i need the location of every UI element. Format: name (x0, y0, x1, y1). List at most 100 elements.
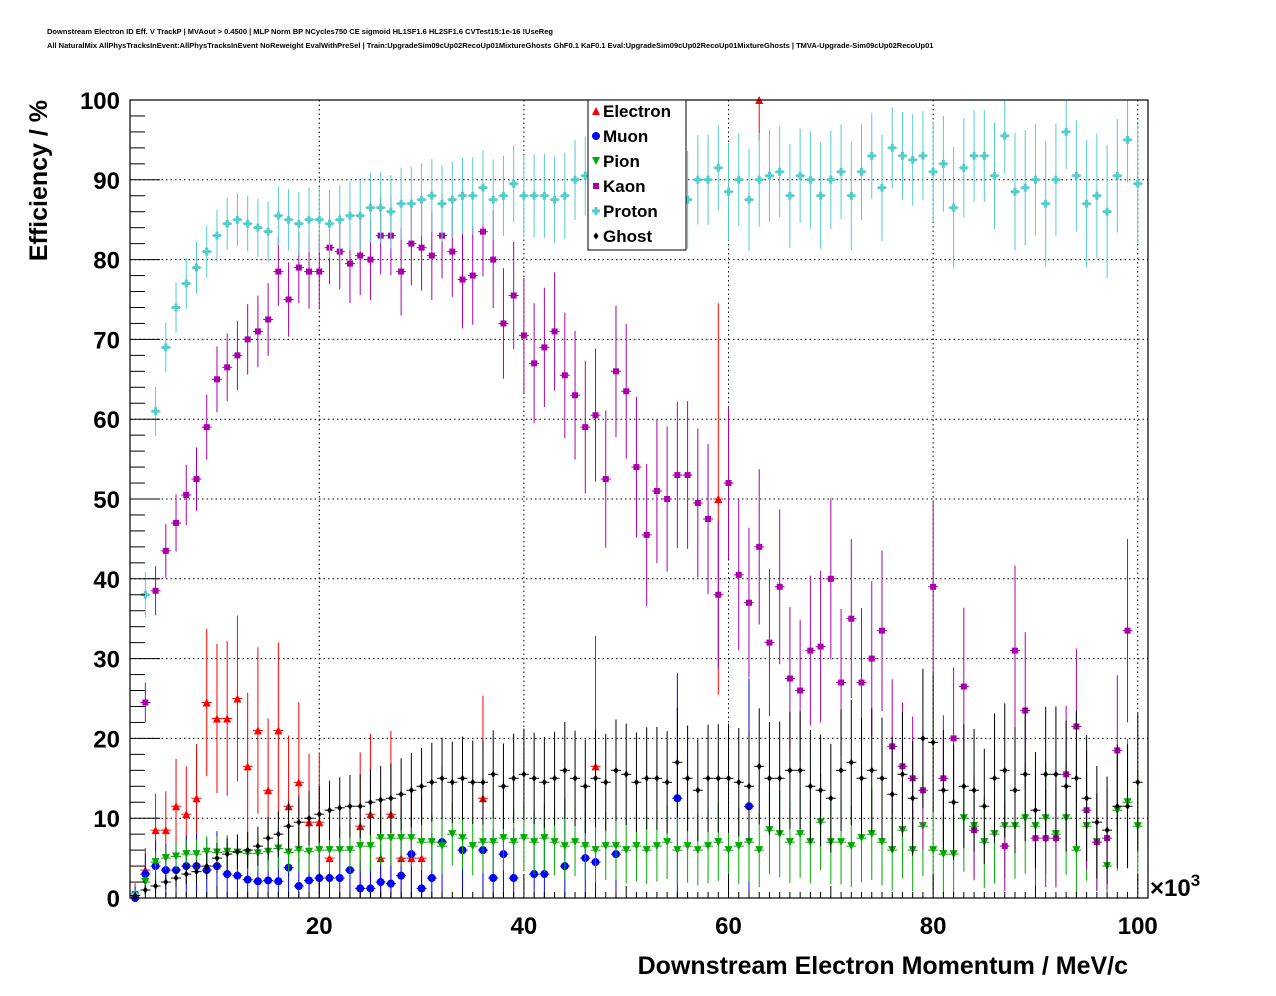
data-point (490, 256, 497, 263)
legend-marker-electron (592, 107, 600, 115)
data-point (837, 167, 846, 176)
data-point (500, 320, 507, 327)
data-point (724, 846, 733, 855)
data-point (530, 838, 539, 847)
data-point (816, 191, 825, 200)
data-point (1062, 127, 1071, 136)
legend-marker-muon (592, 132, 600, 140)
data-point (847, 191, 856, 200)
data-point (899, 770, 905, 778)
y-tick-label: 20 (93, 726, 120, 753)
data-point (519, 191, 528, 200)
series-kaon (130, 187, 1133, 898)
data-point (714, 838, 723, 847)
data-point (439, 774, 445, 782)
data-point (448, 195, 457, 204)
data-point (797, 766, 803, 774)
data-point (693, 175, 702, 184)
data-point (203, 424, 210, 431)
data-point (1031, 175, 1040, 184)
data-point (550, 195, 559, 204)
data-point (1135, 778, 1141, 786)
data-point (918, 151, 927, 160)
data-point (397, 199, 406, 208)
data-point (693, 846, 702, 855)
data-point (274, 877, 283, 886)
legend-label-proton: Proton (603, 202, 658, 221)
data-point (202, 247, 211, 256)
data-point (867, 151, 876, 160)
data-point (327, 806, 333, 814)
data-point (1012, 786, 1018, 794)
data-point (142, 699, 149, 706)
data-point (386, 207, 395, 216)
x-tick-label: 80 (920, 913, 947, 940)
data-point (367, 798, 373, 806)
data-point (695, 786, 701, 794)
data-point (582, 424, 589, 431)
data-point (858, 679, 865, 686)
data-point (418, 244, 425, 251)
data-point (438, 199, 447, 208)
data-point (356, 884, 365, 893)
data-point (478, 183, 487, 192)
data-point (755, 846, 764, 855)
data-point (151, 407, 160, 416)
data-point (561, 372, 568, 379)
data-point (429, 778, 435, 786)
data-point (551, 328, 558, 335)
data-point (674, 758, 680, 766)
data-point (787, 766, 793, 774)
data-point (593, 774, 599, 782)
data-point (1041, 199, 1050, 208)
data-point (612, 368, 619, 375)
data-point (499, 834, 508, 843)
data-point (1072, 846, 1081, 855)
data-point (141, 590, 150, 599)
data-point (459, 276, 466, 283)
data-point (366, 884, 375, 893)
data-point (397, 834, 406, 843)
legend-label-ghost: Ghost (603, 227, 652, 246)
legend-marker-proton (592, 207, 600, 215)
data-point (531, 774, 537, 782)
data-point (388, 794, 394, 802)
data-point (939, 850, 948, 859)
data-point (929, 846, 938, 855)
data-point (654, 774, 660, 782)
data-point (869, 766, 875, 774)
legend-box (587, 99, 687, 251)
data-point (785, 191, 794, 200)
data-point (253, 877, 262, 886)
y-tick-label: 10 (93, 806, 120, 833)
data-point (427, 874, 436, 883)
data-point (848, 615, 855, 622)
data-point (756, 543, 763, 550)
data-point (1053, 770, 1059, 778)
data-point (202, 698, 211, 707)
data-point (766, 639, 773, 646)
data-point (335, 874, 344, 883)
data-point (847, 842, 856, 851)
data-point (704, 175, 713, 184)
data-point (438, 842, 447, 851)
data-point (141, 878, 150, 887)
data-point (296, 818, 302, 826)
data-point (1011, 647, 1018, 654)
data-point (560, 842, 569, 851)
data-point (776, 583, 783, 590)
data-point (243, 762, 252, 771)
data-point (306, 268, 313, 275)
data-point (378, 796, 384, 804)
data-point (705, 774, 711, 782)
data-point (725, 480, 732, 487)
data-point (521, 770, 527, 778)
data-point (694, 499, 701, 506)
legend-label-electron: Electron (603, 102, 671, 121)
legend-marker-pion (592, 157, 600, 165)
data-point (756, 762, 762, 770)
legend: Electron Muon Pion Kaon Proton Ghost (587, 99, 687, 251)
data-point (204, 862, 210, 870)
data-point (746, 782, 752, 790)
